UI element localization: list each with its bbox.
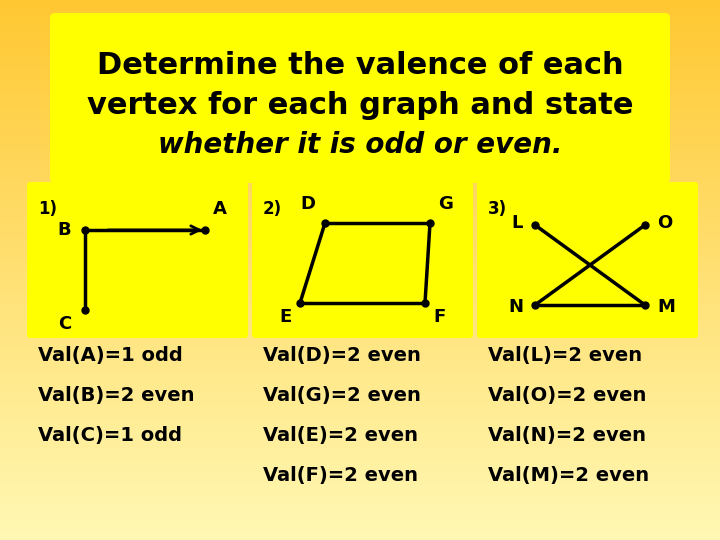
Text: Val(D)=2 even: Val(D)=2 even xyxy=(263,346,421,365)
Text: N: N xyxy=(508,298,523,316)
Text: 3): 3) xyxy=(488,200,507,218)
Text: M: M xyxy=(657,298,675,316)
Text: 2): 2) xyxy=(263,200,282,218)
FancyBboxPatch shape xyxy=(50,13,670,183)
Text: Val(C)=1 odd: Val(C)=1 odd xyxy=(38,426,182,444)
Text: A: A xyxy=(213,200,227,218)
Text: Determine the valence of each: Determine the valence of each xyxy=(96,51,624,79)
Text: vertex for each graph and state: vertex for each graph and state xyxy=(86,91,634,119)
FancyBboxPatch shape xyxy=(27,182,248,338)
FancyBboxPatch shape xyxy=(252,182,473,338)
Text: Val(M)=2 even: Val(M)=2 even xyxy=(488,465,649,484)
Text: C: C xyxy=(58,315,71,333)
Text: D: D xyxy=(300,195,315,213)
Text: Val(A)=1 odd: Val(A)=1 odd xyxy=(38,346,183,365)
Text: Val(F)=2 even: Val(F)=2 even xyxy=(263,465,418,484)
Text: 1): 1) xyxy=(38,200,57,218)
FancyBboxPatch shape xyxy=(477,182,698,338)
Text: Val(G)=2 even: Val(G)=2 even xyxy=(263,386,421,404)
Text: O: O xyxy=(657,214,672,232)
Text: L: L xyxy=(512,214,523,232)
Text: Val(N)=2 even: Val(N)=2 even xyxy=(488,426,646,444)
Text: B: B xyxy=(58,221,71,239)
Text: F: F xyxy=(433,308,445,326)
Text: Val(E)=2 even: Val(E)=2 even xyxy=(263,426,418,444)
Text: E: E xyxy=(280,308,292,326)
Text: G: G xyxy=(438,195,453,213)
Text: Val(L)=2 even: Val(L)=2 even xyxy=(488,346,642,365)
Text: Val(O)=2 even: Val(O)=2 even xyxy=(488,386,647,404)
Text: whether it is odd or even.: whether it is odd or even. xyxy=(158,131,562,159)
Text: Val(B)=2 even: Val(B)=2 even xyxy=(38,386,194,404)
